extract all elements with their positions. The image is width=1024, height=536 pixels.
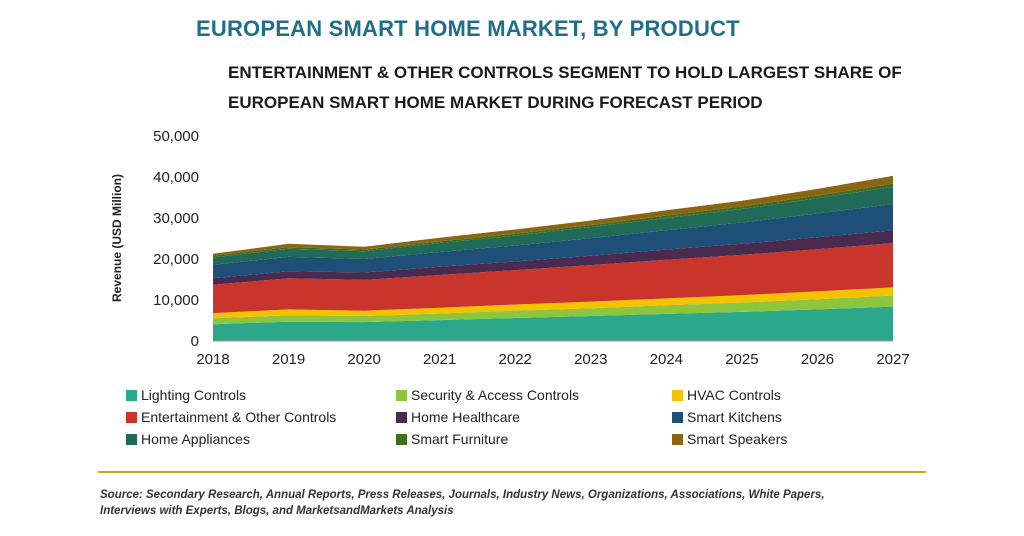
x-tick-label: 2024 — [650, 351, 683, 368]
area-series-group — [213, 175, 893, 341]
area-series-4 — [213, 230, 893, 285]
x-tick-label: 2027 — [876, 351, 909, 368]
y-axis-label: Revenue (USD Million) — [110, 174, 124, 302]
area-series-2 — [213, 287, 893, 319]
legend-swatch — [672, 433, 683, 445]
source-note: Source: Secondary Research, Annual Repor… — [100, 487, 940, 519]
area-series-6 — [213, 186, 893, 265]
legend-label: Home Healthcare — [411, 409, 520, 425]
y-tick-label: 30,000 — [153, 210, 199, 227]
y-tick-label: 10,000 — [153, 292, 199, 309]
y-tick-label: 20,000 — [153, 251, 199, 268]
legend-item: Security & Access Controls — [396, 386, 579, 404]
legend-label: Home Appliances — [141, 431, 250, 447]
legend-label: Security & Access Controls — [411, 387, 580, 403]
subtitle-line-1: ENTERTAINMENT & OTHER CONTROLS SEGMENT T… — [228, 63, 902, 82]
legend-item: Smart Kitchens — [672, 408, 782, 426]
x-tick-label: 2026 — [801, 351, 834, 368]
legend-swatch — [126, 411, 137, 423]
legend-swatch — [126, 389, 137, 401]
y-tick-label: 50,000 — [153, 128, 199, 145]
source-line-1: Source: Secondary Research, Annual Repor… — [100, 489, 825, 501]
legend-swatch — [396, 389, 407, 401]
x-tick-label: 2023 — [574, 351, 607, 368]
area-series-0 — [213, 306, 893, 341]
area-series-5 — [213, 204, 893, 279]
legend-item: Home Healthcare — [396, 408, 520, 426]
y-tick-label: 40,000 — [153, 169, 199, 186]
legend-swatch — [396, 433, 407, 445]
chart-title: EUROPEAN SMART HOME MARKET, BY PRODUCT — [196, 16, 740, 41]
legend-swatch — [672, 411, 683, 423]
divider-rule — [98, 471, 926, 473]
x-tick-label: 2020 — [347, 351, 380, 368]
axes-group: 0 10,000 20,000 30,000 40,000 50,000 2018 2019 2… — [153, 128, 910, 368]
legend-item: Lighting Controls — [126, 386, 246, 404]
legend-label: Smart Furniture — [411, 431, 509, 447]
source-line-2: Interviews with Experts, Blogs, and Mark… — [100, 505, 454, 517]
chart-subtitle: ENTERTAINMENT & OTHER CONTROLS SEGMENT T… — [228, 58, 948, 118]
x-tick-label: 2025 — [725, 351, 758, 368]
legend-item: Home Appliances — [126, 430, 250, 448]
legend-label: Smart Speakers — [687, 431, 788, 447]
x-tick-label: 2019 — [272, 351, 305, 368]
legend-label: HVAC Controls — [687, 387, 781, 403]
area-series-1 — [213, 295, 893, 325]
x-tick-label: 2022 — [499, 351, 532, 368]
legend-item: Smart Furniture — [396, 430, 508, 448]
legend-item: HVAC Controls — [672, 386, 781, 404]
y-tick-label: 0 — [191, 333, 199, 350]
x-tick-label: 2021 — [423, 351, 456, 368]
legend-label: Lighting Controls — [141, 387, 247, 403]
stacked-area-chart: 0 10,000 20,000 30,000 40,000 50,000 2018 2019 2… — [110, 128, 910, 368]
area-series-8 — [213, 175, 893, 256]
x-tick-label: 2018 — [196, 351, 229, 368]
legend-label: Entertainment & Other Controls — [141, 409, 337, 425]
legend-swatch — [672, 389, 683, 401]
legend-swatch — [126, 433, 137, 445]
legend-item: Entertainment & Other Controls — [126, 408, 336, 426]
subtitle-line-2: EUROPEAN SMART HOME MARKET DURING FORECA… — [228, 93, 763, 112]
area-series-3 — [213, 243, 893, 314]
legend-label: Smart Kitchens — [687, 409, 782, 425]
legend-item: Smart Speakers — [672, 430, 787, 448]
legend-swatch — [396, 411, 407, 423]
